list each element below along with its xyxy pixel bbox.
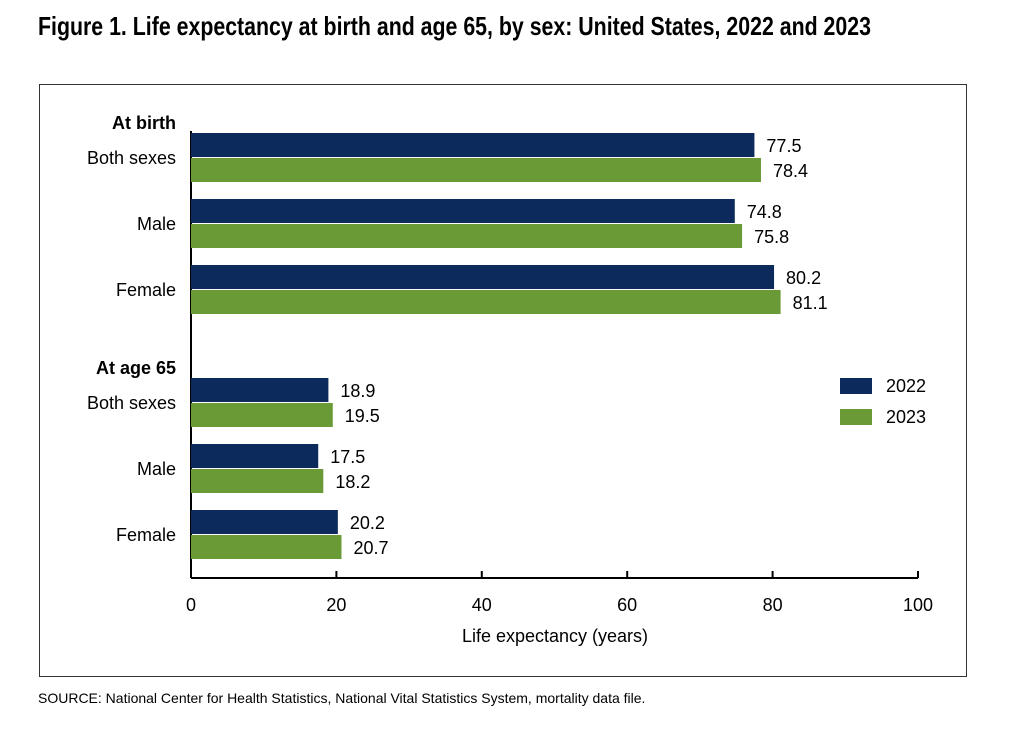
group-label: At birth	[112, 113, 176, 133]
group-label: At age 65	[96, 358, 176, 378]
value-label: 80.2	[786, 268, 821, 288]
y-tick-label: Female	[116, 280, 176, 300]
value-label: 20.2	[350, 513, 385, 533]
bar	[191, 199, 735, 223]
x-tick-label: 60	[617, 595, 637, 615]
bar	[191, 444, 319, 468]
legend-swatch	[840, 378, 872, 394]
x-tick-label: 40	[472, 595, 492, 615]
value-label: 20.7	[353, 538, 388, 558]
bar	[191, 535, 342, 559]
y-tick-label: Male	[137, 459, 176, 479]
chart-title: Figure 1. Life expectancy at birth and a…	[38, 11, 871, 41]
bar	[191, 224, 743, 248]
bar	[191, 158, 761, 182]
x-tick-label: 0	[186, 595, 196, 615]
y-tick-label: Female	[116, 525, 176, 545]
value-label: 74.8	[747, 202, 782, 222]
frame	[39, 84, 967, 677]
bar	[191, 290, 781, 314]
legend-swatch	[840, 409, 872, 425]
bar	[191, 265, 775, 289]
bar	[191, 378, 329, 402]
bar	[191, 133, 755, 157]
value-label: 17.5	[330, 447, 365, 467]
value-label: 75.8	[754, 227, 789, 247]
y-tick-label: Male	[137, 214, 176, 234]
value-label: 18.9	[340, 381, 375, 401]
x-axis-label: Life expectancy (years)	[462, 626, 648, 646]
y-tick-label: Both sexes	[87, 148, 176, 168]
value-label: 19.5	[345, 406, 380, 426]
value-label: 18.2	[335, 472, 370, 492]
bar	[191, 403, 333, 427]
value-label: 78.4	[773, 161, 808, 181]
legend-label: 2022	[886, 376, 926, 396]
value-label: 77.5	[766, 136, 801, 156]
x-tick-label: 80	[763, 595, 783, 615]
bar	[191, 510, 338, 534]
bar	[191, 469, 324, 493]
x-tick-label: 100	[903, 595, 933, 615]
x-tick-label: 20	[326, 595, 346, 615]
legend-label: 2023	[886, 407, 926, 427]
y-tick-label: Both sexes	[87, 393, 176, 413]
value-label: 81.1	[793, 293, 828, 313]
source-note: SOURCE: National Center for Health Stati…	[38, 690, 646, 706]
